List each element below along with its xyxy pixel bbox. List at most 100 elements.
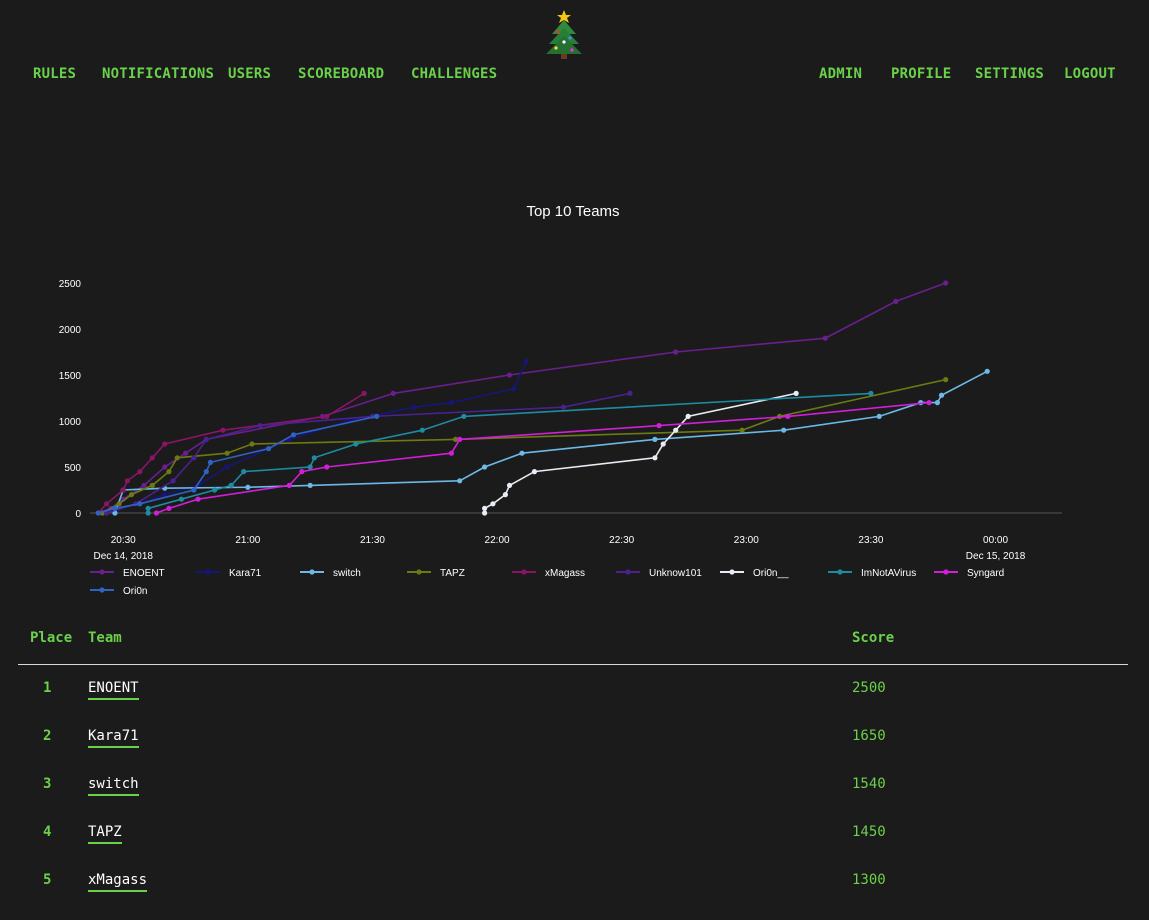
table-header-place: Place [30,630,73,646]
nav-admin[interactable]: ADMIN [819,66,863,82]
data-point [286,482,292,488]
data-point [660,441,666,447]
row-team-link[interactable]: ENOENT [88,680,139,700]
data-point [822,335,828,341]
row-place: 5 [43,872,52,888]
data-point [220,427,226,433]
table-row: 4 TAPZ 1450 [0,824,1149,872]
nav-notifications[interactable]: NOTIFICATIONS [102,66,215,82]
data-point [560,404,567,410]
data-point [452,436,459,442]
legend-swatch-dot [729,569,735,575]
nav-profile[interactable]: PROFILE [891,66,952,82]
data-point [324,413,330,419]
data-point [104,501,110,507]
nav-logout[interactable]: LOGOUT [1064,66,1116,82]
x-tick-label: 21:00 [235,535,260,546]
data-point [656,423,662,429]
data-point [943,280,949,286]
table-row: 5 xMagass 1300 [0,872,1149,920]
table-divider [18,664,1128,665]
data-point [124,478,130,484]
data-point [257,423,263,429]
row-score: 2500 [852,680,886,696]
legend-swatch-dot [943,569,949,575]
legend-swatch-dot [99,587,105,593]
data-point [627,390,633,396]
legend-label: xMagass [545,568,585,579]
data-point [943,377,949,383]
data-point [353,441,359,447]
row-team-link[interactable]: Kara71 [88,728,139,748]
data-point [502,492,508,498]
data-point [419,427,425,433]
row-score: 1450 [852,824,886,840]
data-point [141,482,147,488]
data-point [926,400,932,406]
data-point [938,392,945,398]
christmas-tree-icon[interactable] [544,8,584,60]
table-row: 3 switch 1540 [0,776,1149,824]
series-line [97,392,365,514]
legend-label: Syngard [967,568,1004,579]
data-point [224,464,230,470]
legend-swatch-dot [205,569,211,575]
data-point [934,400,940,406]
data-point [984,368,990,374]
legend-swatch-dot [309,569,315,575]
row-team-link[interactable]: xMagass [88,872,148,892]
data-point [149,482,155,488]
row-place: 2 [43,728,52,744]
nav-rules[interactable]: RULES [33,66,77,82]
data-point [162,492,168,498]
data-point [793,390,799,396]
data-point [482,505,488,511]
data-point [166,469,172,475]
data-point [461,413,467,419]
row-score: 1300 [852,872,886,888]
row-team-link[interactable]: TAPZ [88,824,122,844]
x-tick-sublabel: Dec 14, 2018 [93,551,153,562]
nav-settings[interactable]: SETTINGS [975,66,1045,82]
data-point [116,501,122,507]
data-point [182,450,189,456]
nav-users[interactable]: USERS [228,66,272,82]
legend-swatch-dot [625,569,631,575]
data-point [207,459,214,465]
nav-scoreboard[interactable]: SCOREBOARD [298,66,385,82]
data-point [673,349,679,355]
row-team-link[interactable]: switch [88,776,139,796]
data-point [137,501,143,507]
y-tick-label: 500 [64,463,81,474]
data-point [191,487,197,493]
x-tick-label: 22:00 [485,535,510,546]
table-header-score: Score [852,630,895,646]
data-point [457,478,463,484]
data-point [523,358,529,364]
data-point [174,455,180,461]
data-point [506,482,513,488]
nav-challenges[interactable]: CHALLENGES [411,66,498,82]
legend-label: Unknow101 [649,568,702,579]
data-point [482,464,488,470]
y-tick-label: 2500 [59,279,82,290]
legend-label: ENOENT [123,568,165,579]
legend-label: Kara71 [229,568,262,579]
data-point [531,469,538,475]
data-point [224,450,230,456]
data-point [178,496,184,502]
data-point [511,386,517,392]
legend-swatch-dot [99,569,105,575]
legend-swatch-dot [416,569,422,575]
chart-title: Top 10 Teams [526,203,619,220]
table-header-team: Team [88,630,122,646]
data-point [390,390,396,396]
data-point [112,505,118,511]
data-point [145,510,151,516]
series-line [147,392,871,513]
data-point [95,510,101,516]
series-line [98,282,946,514]
data-point [868,390,874,396]
x-tick-label: 21:30 [360,535,385,546]
data-point [457,436,463,442]
